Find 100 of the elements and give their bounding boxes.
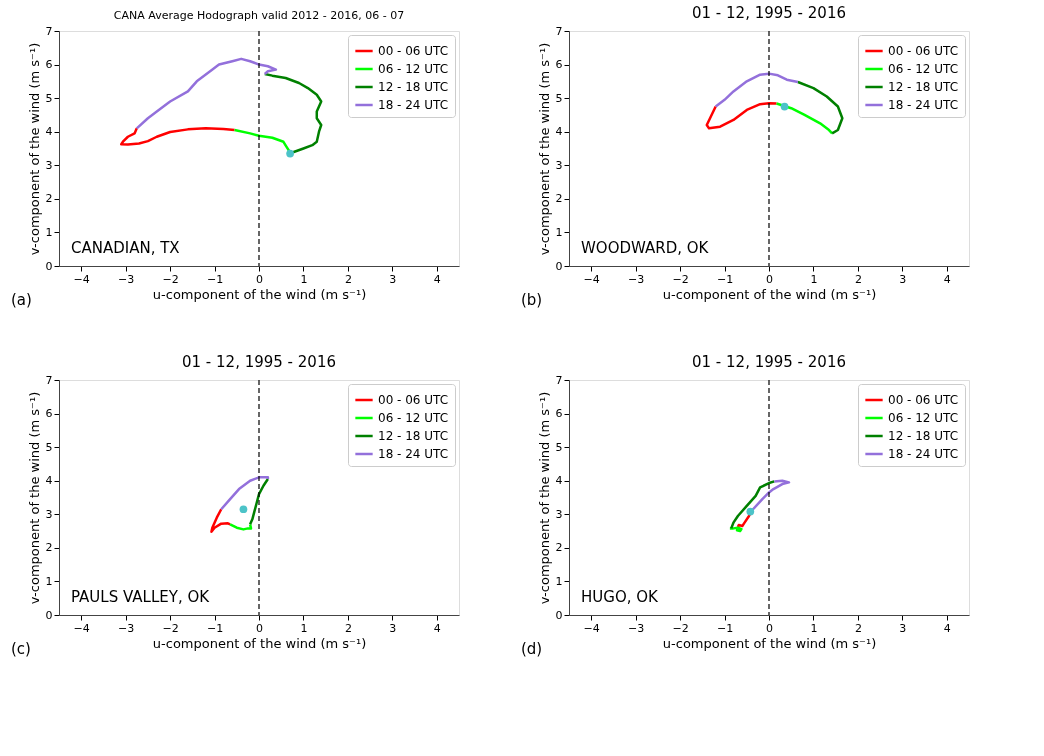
legend-label: 18 - 24 UTC [888, 98, 959, 112]
y-tick-label: 4 [45, 125, 53, 139]
y-tick-label: 1 [45, 225, 53, 239]
chart-title: 01 - 12, 1995 - 2016 [182, 353, 336, 371]
y-tick-label: 4 [45, 474, 53, 488]
y-tick-label: 7 [45, 373, 53, 387]
line-series [714, 72, 800, 108]
x-tick-label: −1 [206, 621, 224, 635]
x-tick-label: −4 [73, 621, 90, 635]
y-tick-label: 7 [555, 373, 563, 387]
y-tick-label: 5 [555, 91, 563, 105]
y-tick-label: 2 [45, 541, 53, 555]
x-axis-title: u-component of the wind (m s⁻¹) [662, 635, 877, 651]
x-tick-label: −3 [628, 272, 645, 286]
x-tick-label: 4 [433, 621, 441, 635]
y-tick-label: 7 [45, 24, 53, 38]
y-tick-label: 5 [45, 440, 53, 454]
legend-label: 06 - 12 UTC [888, 411, 959, 425]
y-tick-label: 1 [555, 225, 563, 239]
text: (a) [11, 291, 32, 309]
annotation: HUGO, OK [581, 588, 660, 606]
x-tick-label: −2 [672, 621, 689, 635]
x-tick-label: 1 [300, 621, 308, 635]
x-tick-label: −3 [628, 621, 645, 635]
x-tick-label: 1 [300, 272, 308, 286]
legend-label: 00 - 06 UTC [378, 44, 449, 58]
line-series [135, 57, 278, 130]
y-tick-label: 0 [45, 259, 53, 273]
x-tick-label: 0 [256, 272, 263, 286]
x-tick-label: −4 [583, 272, 600, 286]
x-tick-label: −4 [73, 272, 90, 286]
legend-label: 12 - 18 UTC [888, 80, 959, 94]
x-tick-label: −1 [716, 621, 734, 635]
y-tick-label: 0 [45, 608, 53, 622]
y-tick-label: 3 [45, 507, 53, 521]
chart-title: 01 - 12, 1995 - 2016 [692, 353, 846, 371]
chart-title: 01 - 12, 1995 - 2016 [692, 4, 846, 22]
text: (d) [521, 640, 543, 658]
x-tick-label: 2 [854, 621, 862, 635]
legend-label: 06 - 12 UTC [378, 62, 449, 76]
y-axis-title: v-component of the wind (m s⁻¹) [26, 391, 42, 605]
y-tick-label: 5 [45, 91, 53, 105]
y-tick-label: 4 [555, 474, 563, 488]
line-series [775, 102, 834, 135]
y-tick-label: 5 [555, 440, 563, 454]
line-series [705, 101, 778, 130]
legend-label: 18 - 24 UTC [378, 98, 449, 112]
x-tick-label: 0 [256, 621, 263, 635]
legend-label: 06 - 12 UTC [888, 62, 959, 76]
legend-label: 12 - 18 UTC [378, 429, 449, 443]
legend-label: 00 - 06 UTC [888, 44, 959, 58]
line-series [796, 80, 844, 135]
legend-label: 12 - 18 UTC [888, 429, 959, 443]
line-series [219, 476, 270, 511]
x-axis-title: u-component of the wind (m s⁻¹) [152, 286, 367, 302]
y-tick-label: 1 [555, 574, 563, 588]
y-tick-label: 0 [555, 259, 563, 273]
y-axis-title: v-component of the wind (m s⁻¹) [536, 391, 552, 605]
x-tick-label: 3 [899, 621, 907, 635]
y-tick-label: 1 [45, 574, 53, 588]
line-series [248, 477, 270, 526]
line-series [119, 127, 236, 146]
y-axis-title: v-component of the wind (m s⁻¹) [26, 42, 42, 256]
legend-label: 00 - 06 UTC [378, 393, 449, 407]
annotation: WOODWARD, OK [581, 239, 710, 257]
x-tick-label: 4 [943, 621, 951, 635]
y-tick-label: 3 [555, 158, 563, 172]
x-tick-label: −1 [206, 272, 224, 286]
y-tick-label: 4 [555, 125, 563, 139]
y-tick-label: 6 [555, 58, 563, 72]
y-tick-label: 2 [45, 192, 53, 206]
x-tick-label: 3 [389, 272, 397, 286]
x-axis-title: u-component of the wind (m s⁻¹) [662, 286, 877, 302]
text: (b) [521, 291, 543, 309]
annotation: CANADIAN, TX [71, 239, 180, 257]
y-tick-label: 7 [555, 24, 563, 38]
x-tick-label: 3 [389, 621, 397, 635]
y-tick-label: 0 [555, 608, 563, 622]
x-tick-label: 0 [766, 621, 773, 635]
x-tick-label: −2 [672, 272, 689, 286]
legend-label: 00 - 06 UTC [888, 393, 959, 407]
line-series [210, 508, 232, 533]
legend-label: 18 - 24 UTC [378, 447, 449, 461]
x-tick-label: −2 [162, 272, 179, 286]
x-tick-label: 0 [766, 272, 773, 286]
y-tick-label: 3 [45, 158, 53, 172]
x-tick-label: −1 [716, 272, 734, 286]
x-tick-label: 1 [810, 272, 818, 286]
legend-label: 06 - 12 UTC [378, 411, 449, 425]
x-axis-title: u-component of the wind (m s⁻¹) [152, 635, 367, 651]
x-tick-label: −2 [162, 621, 179, 635]
legend-label: 12 - 18 UTC [378, 80, 449, 94]
x-tick-label: 4 [943, 272, 951, 286]
x-tick-label: −3 [118, 272, 135, 286]
y-tick-label: 6 [555, 407, 563, 421]
x-tick-label: −4 [583, 621, 600, 635]
y-tick-label: 6 [45, 407, 53, 421]
line-series [729, 480, 776, 530]
chart-title: CANA Average Hodograph valid 2012 - 2016, 06 - 07 [113, 9, 405, 22]
annotation: PAULS VALLEY, OK [71, 588, 211, 606]
